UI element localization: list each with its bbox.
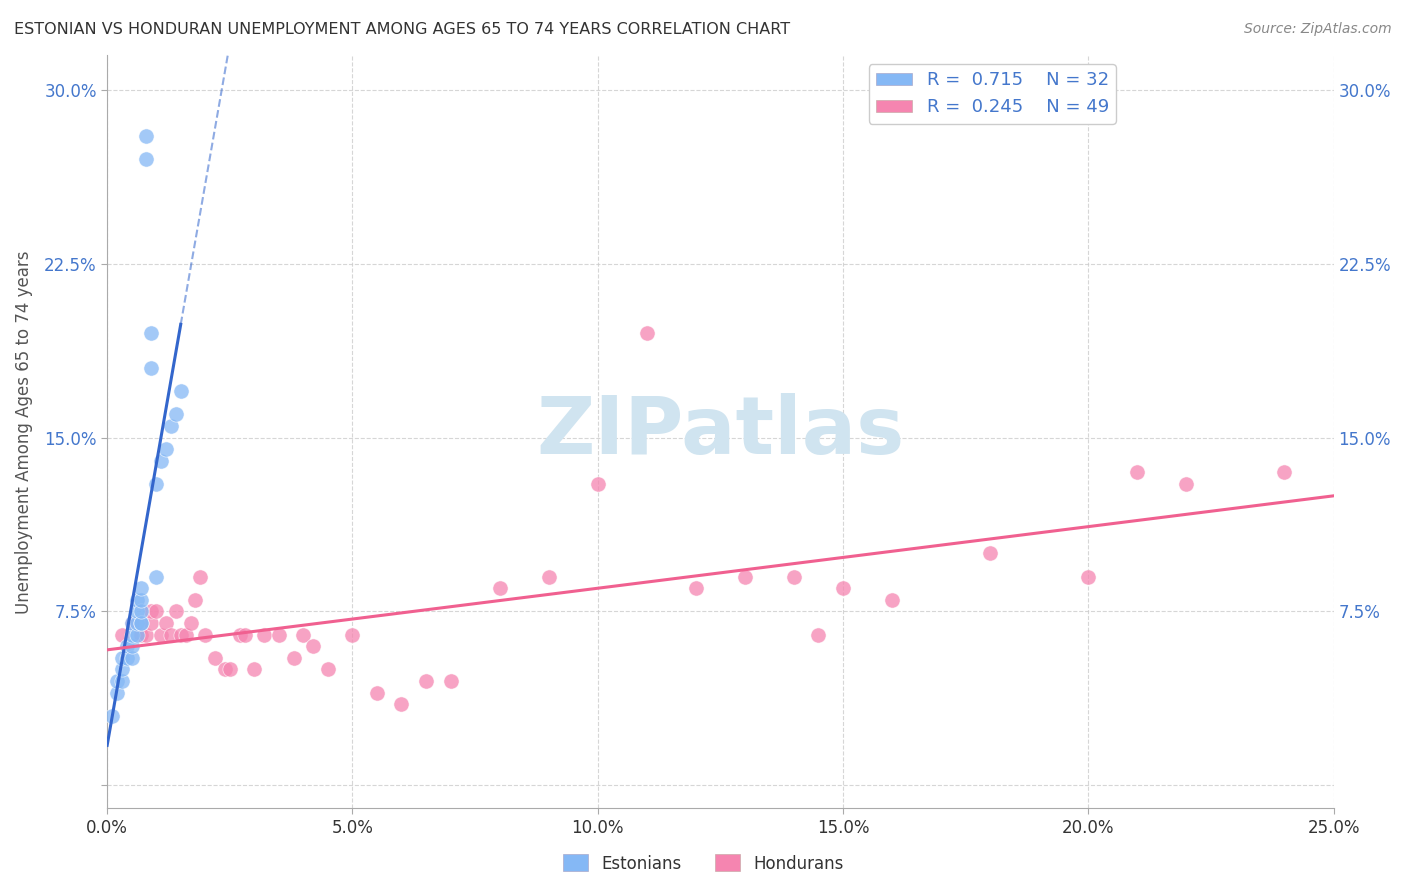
Point — [141, 326, 163, 341]
Point — [135, 627, 157, 641]
Point — [121, 615, 143, 630]
Point — [105, 685, 128, 699]
Point — [636, 326, 658, 341]
Point — [170, 627, 193, 641]
Point — [283, 650, 305, 665]
Point — [131, 615, 153, 630]
Point — [111, 627, 134, 641]
Point — [391, 697, 413, 711]
Point — [832, 581, 855, 595]
Point — [121, 627, 143, 641]
Point — [121, 650, 143, 665]
Point — [145, 604, 167, 618]
Text: ESTONIAN VS HONDURAN UNEMPLOYMENT AMONG AGES 65 TO 74 YEARS CORRELATION CHART: ESTONIAN VS HONDURAN UNEMPLOYMENT AMONG … — [14, 22, 790, 37]
Point — [302, 639, 325, 653]
Point — [880, 592, 903, 607]
Point — [685, 581, 707, 595]
Point — [150, 627, 173, 641]
Point — [204, 650, 226, 665]
Point — [184, 592, 207, 607]
Point — [131, 592, 153, 607]
Point — [105, 673, 128, 688]
Point — [145, 569, 167, 583]
Point — [807, 627, 830, 641]
Point — [233, 627, 256, 641]
Point — [125, 604, 148, 618]
Point — [141, 615, 163, 630]
Point — [131, 615, 153, 630]
Point — [115, 639, 138, 653]
Point — [160, 627, 183, 641]
Point — [342, 627, 364, 641]
Point — [155, 615, 177, 630]
Point — [141, 604, 163, 618]
Point — [586, 477, 609, 491]
Point — [190, 569, 212, 583]
Point — [165, 408, 187, 422]
Point — [125, 592, 148, 607]
Point — [150, 454, 173, 468]
Point — [135, 153, 157, 167]
Point — [135, 129, 157, 144]
Point — [1126, 466, 1149, 480]
Text: Source: ZipAtlas.com: Source: ZipAtlas.com — [1244, 22, 1392, 37]
Point — [111, 662, 134, 676]
Point — [316, 662, 339, 676]
Point — [131, 627, 153, 641]
Point — [111, 650, 134, 665]
Legend: Estonians, Hondurans: Estonians, Hondurans — [555, 847, 851, 880]
Point — [1077, 569, 1099, 583]
Point — [131, 604, 153, 618]
Point — [141, 361, 163, 376]
Point — [218, 662, 240, 676]
Point — [155, 442, 177, 457]
Point — [101, 708, 124, 723]
Point — [292, 627, 315, 641]
Point — [111, 673, 134, 688]
Point — [783, 569, 806, 583]
Point — [1274, 466, 1296, 480]
Point — [214, 662, 236, 676]
Point — [180, 615, 202, 630]
Point — [1175, 477, 1198, 491]
Point — [165, 604, 187, 618]
Point — [121, 615, 143, 630]
Point — [170, 384, 193, 399]
Point — [115, 650, 138, 665]
Point — [488, 581, 510, 595]
Point — [253, 627, 276, 641]
Point — [174, 627, 197, 641]
Text: ZIPatlas: ZIPatlas — [536, 392, 904, 471]
Y-axis label: Unemployment Among Ages 65 to 74 years: Unemployment Among Ages 65 to 74 years — [15, 250, 32, 614]
Point — [160, 419, 183, 434]
Point — [734, 569, 756, 583]
Point — [439, 673, 461, 688]
Point — [979, 546, 1001, 560]
Legend: R =  0.715    N = 32, R =  0.245    N = 49: R = 0.715 N = 32, R = 0.245 N = 49 — [869, 64, 1116, 124]
Point — [125, 627, 148, 641]
Point — [121, 639, 143, 653]
Point — [243, 662, 266, 676]
Point — [267, 627, 290, 641]
Point — [537, 569, 560, 583]
Point — [415, 673, 437, 688]
Point — [131, 581, 153, 595]
Point — [125, 615, 148, 630]
Point — [228, 627, 250, 641]
Point — [145, 477, 167, 491]
Point — [194, 627, 217, 641]
Point — [366, 685, 388, 699]
